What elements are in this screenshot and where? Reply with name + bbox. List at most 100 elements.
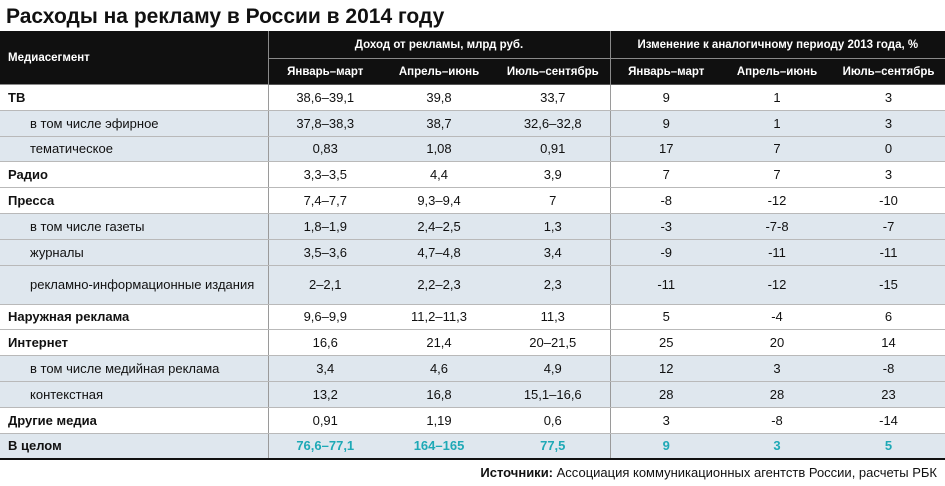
source-text: Ассоциация коммуникационных агентств Рос… [556, 465, 937, 480]
table-body: ТВ 38,6–39,1 39,8 33,7 9 1 3 в том числе эфирно… [0, 84, 945, 460]
change-cell: -15 [832, 265, 945, 305]
income-cell: 11,3 [496, 303, 610, 331]
change-cell: 23 [832, 381, 945, 408]
income-cell: 0,6 [496, 406, 610, 434]
source-label: Источники: [480, 465, 554, 480]
row-label: Другие медиа [0, 406, 268, 434]
header-change-period-1: Январь–март [609, 58, 722, 85]
change-cell: 14 [832, 329, 945, 357]
income-cell: 4,7–4,8 [382, 239, 496, 266]
change-cell: 12 [609, 355, 722, 382]
table-row: в том числе газеты 1,8–1,9 2,4–2,5 1,3 -3 -7-… [0, 213, 945, 240]
change-cell: 28 [609, 381, 722, 408]
income-cell: 4,4 [382, 161, 496, 189]
change-cell: -7-8 [722, 213, 832, 240]
source-note: Источники: Ассоциация коммуникационных а… [480, 465, 937, 480]
change-cell: 0 [832, 136, 945, 163]
table-row: Другие медиа 0,91 1,19 0,6 3 -8 -14 [0, 406, 945, 434]
change-cell: 6 [832, 303, 945, 331]
change-cell: -11 [832, 239, 945, 266]
row-label: В целом [0, 433, 268, 460]
change-cell: -9 [609, 239, 722, 266]
income-cell: 9,6–9,9 [267, 303, 382, 331]
change-cell: 9 [609, 84, 722, 111]
table-row: ТВ 38,6–39,1 39,8 33,7 9 1 3 [0, 84, 945, 111]
header-income-period-3: Июль–сентябрь [496, 58, 610, 85]
income-cell: 7,4–7,7 [267, 187, 382, 214]
income-cell: 1,19 [382, 406, 496, 434]
income-cell: 38,7 [382, 110, 496, 137]
income-cell: 16,6 [267, 329, 382, 357]
change-cell: 9 [609, 433, 722, 460]
income-cell: 1,3 [496, 213, 610, 240]
row-label: тематическое [0, 136, 268, 163]
income-cell: 2–2,1 [267, 265, 382, 305]
income-cell: 4,6 [382, 355, 496, 382]
table-row: в том числе эфирное 37,8–38,3 38,7 32,6–32,… [0, 110, 945, 137]
header-income-group: Доход от рекламы, млрд руб. [267, 31, 610, 59]
change-cell: 5 [609, 303, 722, 331]
income-cell: 164–165 [382, 433, 496, 460]
ad-spending-table: Медиасегмент Доход от рекламы, млрд руб.… [0, 31, 945, 460]
income-cell: 1,08 [382, 136, 496, 163]
row-label: контекстная [0, 381, 268, 408]
income-cell: 3,3–3,5 [267, 161, 382, 189]
table-row: В целом 76,6–77,1 164–165 77,5 9 3 5 [0, 433, 945, 460]
change-cell: 3 [722, 433, 832, 460]
change-cell: 7 [722, 136, 832, 163]
income-cell: 3,9 [496, 161, 610, 189]
change-cell: -14 [832, 406, 945, 434]
income-cell: 2,2–2,3 [382, 265, 496, 305]
income-cell: 37,8–38,3 [267, 110, 382, 137]
income-cell: 2,3 [496, 265, 610, 305]
income-cell: 0,91 [267, 406, 382, 434]
row-label: в том числе эфирное [0, 110, 268, 137]
row-label: рекламно-информационные издания [0, 265, 268, 305]
change-cell: 3 [609, 406, 722, 434]
income-cell: 13,2 [267, 381, 382, 408]
change-cell: 3 [832, 84, 945, 111]
change-cell: -11 [609, 265, 722, 305]
table-row: Наружная реклама 9,6–9,9 11,2–11,3 11,3 5 -4 6 [0, 303, 945, 331]
change-cell: -12 [722, 187, 832, 214]
header-segment: Медиасегмент [0, 31, 268, 85]
row-label: в том числе медийная реклама [0, 355, 268, 382]
income-cell: 76,6–77,1 [267, 433, 382, 460]
change-cell: -10 [832, 187, 945, 214]
income-cell: 32,6–32,8 [496, 110, 610, 137]
income-cell: 0,83 [267, 136, 382, 163]
income-cell: 21,4 [382, 329, 496, 357]
income-cell: 39,8 [382, 84, 496, 111]
change-cell: -7 [832, 213, 945, 240]
income-cell: 16,8 [382, 381, 496, 408]
table-row: Интернет 16,6 21,4 20–21,5 25 20 14 [0, 329, 945, 357]
change-cell: 25 [609, 329, 722, 357]
income-cell: 11,2–11,3 [382, 303, 496, 331]
income-cell: 3,4 [496, 239, 610, 266]
change-cell: -4 [722, 303, 832, 331]
income-cell: 0,91 [496, 136, 610, 163]
change-cell: 3 [722, 355, 832, 382]
table-row: рекламно-информационные издания 2–2,1 2,2–… [0, 265, 945, 305]
income-cell: 9,3–9,4 [382, 187, 496, 214]
header-income-period-2: Апрель–июнь [382, 58, 496, 85]
table-row: тематическое 0,83 1,08 0,91 17 7 0 [0, 136, 945, 163]
income-cell: 2,4–2,5 [382, 213, 496, 240]
change-cell: 1 [722, 110, 832, 137]
row-label: Интернет [0, 329, 268, 357]
change-cell: -8 [722, 406, 832, 434]
change-cell: 3 [832, 161, 945, 189]
income-cell: 33,7 [496, 84, 610, 111]
table-row: в том числе медийная реклама 3,4 4,6 4,9 12 3… [0, 355, 945, 382]
change-cell: -8 [609, 187, 722, 214]
table-row: Пресса 7,4–7,7 9,3–9,4 7 -8 -12 -10 [0, 187, 945, 214]
income-cell: 3,5–3,6 [267, 239, 382, 266]
change-cell: -8 [832, 355, 945, 382]
change-cell: -11 [722, 239, 832, 266]
row-label: Радио [0, 161, 268, 189]
header-change-period-3: Июль–сентябрь [832, 58, 945, 85]
row-label: в том числе газеты [0, 213, 268, 240]
income-cell: 4,9 [496, 355, 610, 382]
header-income-period-1: Январь–март [267, 58, 382, 85]
table-row: журналы 3,5–3,6 4,7–4,8 3,4 -9 -11 -11 [0, 239, 945, 266]
